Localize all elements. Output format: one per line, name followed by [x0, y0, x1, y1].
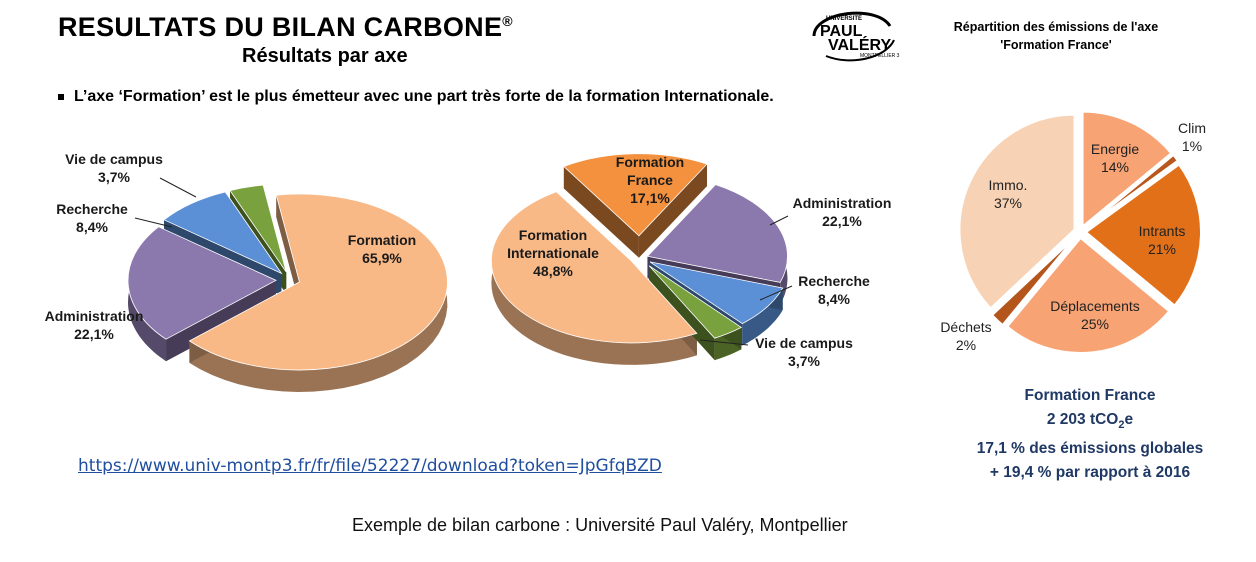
chart1-side-formation [189, 194, 448, 392]
chart1-label-vie-de-campus-0: Vie de campus [65, 151, 163, 167]
chart1-leader-vie-de-campus [159, 177, 197, 198]
chart2-label-administration-0: Administration [793, 195, 892, 211]
chart1-slice-recherche [163, 191, 283, 275]
chart3-label-energie-0: Energie [1091, 141, 1139, 157]
chart3-label-immo-0: Immo. [989, 177, 1028, 193]
chart1-leader-recherche [134, 217, 173, 228]
summary-share: 17,1 % des émissions globales [976, 440, 1204, 458]
chart1-label-recherche-0: Recherche [56, 201, 128, 217]
university-logo: UNIVERSITÉ PAUL VALÉRY MONTPELLIER 3 [812, 11, 900, 62]
chart2-label-vie-de-campus-0: Vie de campus [755, 335, 853, 351]
chart3-label-deplacements-1: 25% [1081, 316, 1109, 332]
summary-change: + 19,4 % par rapport à 2016 [989, 464, 1191, 482]
chart3-label-clim-0: Clim [1178, 120, 1206, 136]
chart3-slice-intrants [1084, 163, 1202, 307]
chart1-label-formation-0: Formation [348, 232, 416, 248]
slide-caption: Exemple de bilan carbone : Université Pa… [352, 515, 848, 535]
chart2-label-vie-de-campus-1: 3,7% [788, 353, 820, 369]
chart1-label-administration-1: 22,1% [74, 326, 114, 342]
chart3-slice-clim [1084, 153, 1180, 230]
svg-text:UNIVERSITÉ: UNIVERSITÉ [826, 14, 862, 22]
source-link[interactable]: https://www.univ-montp3.fr/fr/file/52227… [78, 456, 662, 476]
bullet-text: L’axe ‘Formation’ est le plus émetteur a… [74, 88, 774, 105]
chart1-slice-administration [127, 226, 277, 340]
chart2-leader-vie-de-campus [699, 339, 749, 346]
chart3-slice-deplacements [1005, 236, 1171, 354]
chart2-edge-formation-france-0 [563, 166, 639, 258]
chart3-slice-dechets [990, 235, 1077, 327]
chart2-slice-administration [646, 184, 788, 283]
bullet-square-icon [58, 93, 64, 100]
chart1-slice-vie-de-campus [229, 184, 287, 273]
chart2-label-formation-france-1: France [627, 172, 673, 188]
chart2-leader-administration [769, 215, 789, 226]
chart3-label-dechets-0: Déchets [940, 319, 991, 335]
registered-mark: ® [502, 13, 513, 29]
chart2-label-formation-internationale-2: 48,8% [533, 263, 573, 279]
chart3-slice-energie [1081, 110, 1173, 229]
chart2-label-formation-france-2: 17,1% [630, 190, 670, 206]
formation-france-summary: Formation France 2 203 tCO2e 17,1 % des … [950, 384, 1230, 485]
chart3-slice-immo [958, 113, 1076, 310]
chart3-label-clim-1: 1% [1182, 138, 1202, 154]
svg-text:MONTPELLIER 3: MONTPELLIER 3 [860, 53, 900, 59]
chart2-label-formation-internationale-0: Formation [519, 227, 587, 243]
svg-text:PAUL: PAUL [820, 23, 863, 40]
chart1-label-recherche-1: 8,4% [76, 219, 108, 235]
chart2-label-administration-1: 22,1% [822, 213, 862, 229]
slide-title: RESULTATS DU BILAN CARBONE® [58, 12, 513, 42]
chart3-label-intrants-1: 21% [1148, 241, 1176, 257]
chart2-side-formation-internationale [491, 191, 697, 365]
chart2-leader-recherche [759, 285, 793, 301]
chart1-label-administration-0: Administration [45, 308, 144, 324]
chart2-slice-recherche [649, 261, 784, 325]
chart2-edge-formation-france-1 [638, 164, 707, 258]
svg-text:VALÉRY: VALÉRY [828, 35, 891, 54]
chart2-slice-vie-de-campus [648, 265, 743, 339]
chart2-slice-formation-internationale [491, 191, 698, 344]
chart2-label-formation-france-0: Formation [616, 154, 684, 170]
chart2-label-recherche-0: Recherche [798, 273, 870, 289]
bullet-point: L’axe ‘Formation’ est le plus émetteur a… [58, 88, 774, 106]
chart1-slice-formation [188, 193, 448, 371]
chart1-label-formation-1: 65,9% [362, 250, 402, 266]
chart2-label-formation-internationale-1: Internationale [507, 245, 599, 261]
summary-name: Formation France [1024, 387, 1156, 404]
chart2-label-recherche-1: 8,4% [818, 291, 850, 307]
chart3-label-energie-1: 14% [1101, 159, 1129, 175]
slide-subtitle: Résultats par axe [242, 45, 408, 67]
chart3-label-intrants-0: Intrants [1139, 223, 1186, 239]
chart2-slice-formation-france [563, 153, 708, 237]
chart3-label-dechets-1: 2% [956, 337, 976, 353]
summary-amount: 2 203 tCO2e [1046, 411, 1134, 432]
chart3-label-deplacements-0: Déplacements [1050, 298, 1140, 314]
chart1-label-vie-de-campus-1: 3,7% [98, 169, 130, 185]
chart3-title: Répartition des émissions de l'axe 'Form… [953, 20, 1159, 52]
chart2-edge-vie-de-campus-1 [649, 265, 715, 361]
chart3-label-immo-1: 37% [994, 195, 1022, 211]
chart1-edge-formation-0 [276, 195, 300, 304]
